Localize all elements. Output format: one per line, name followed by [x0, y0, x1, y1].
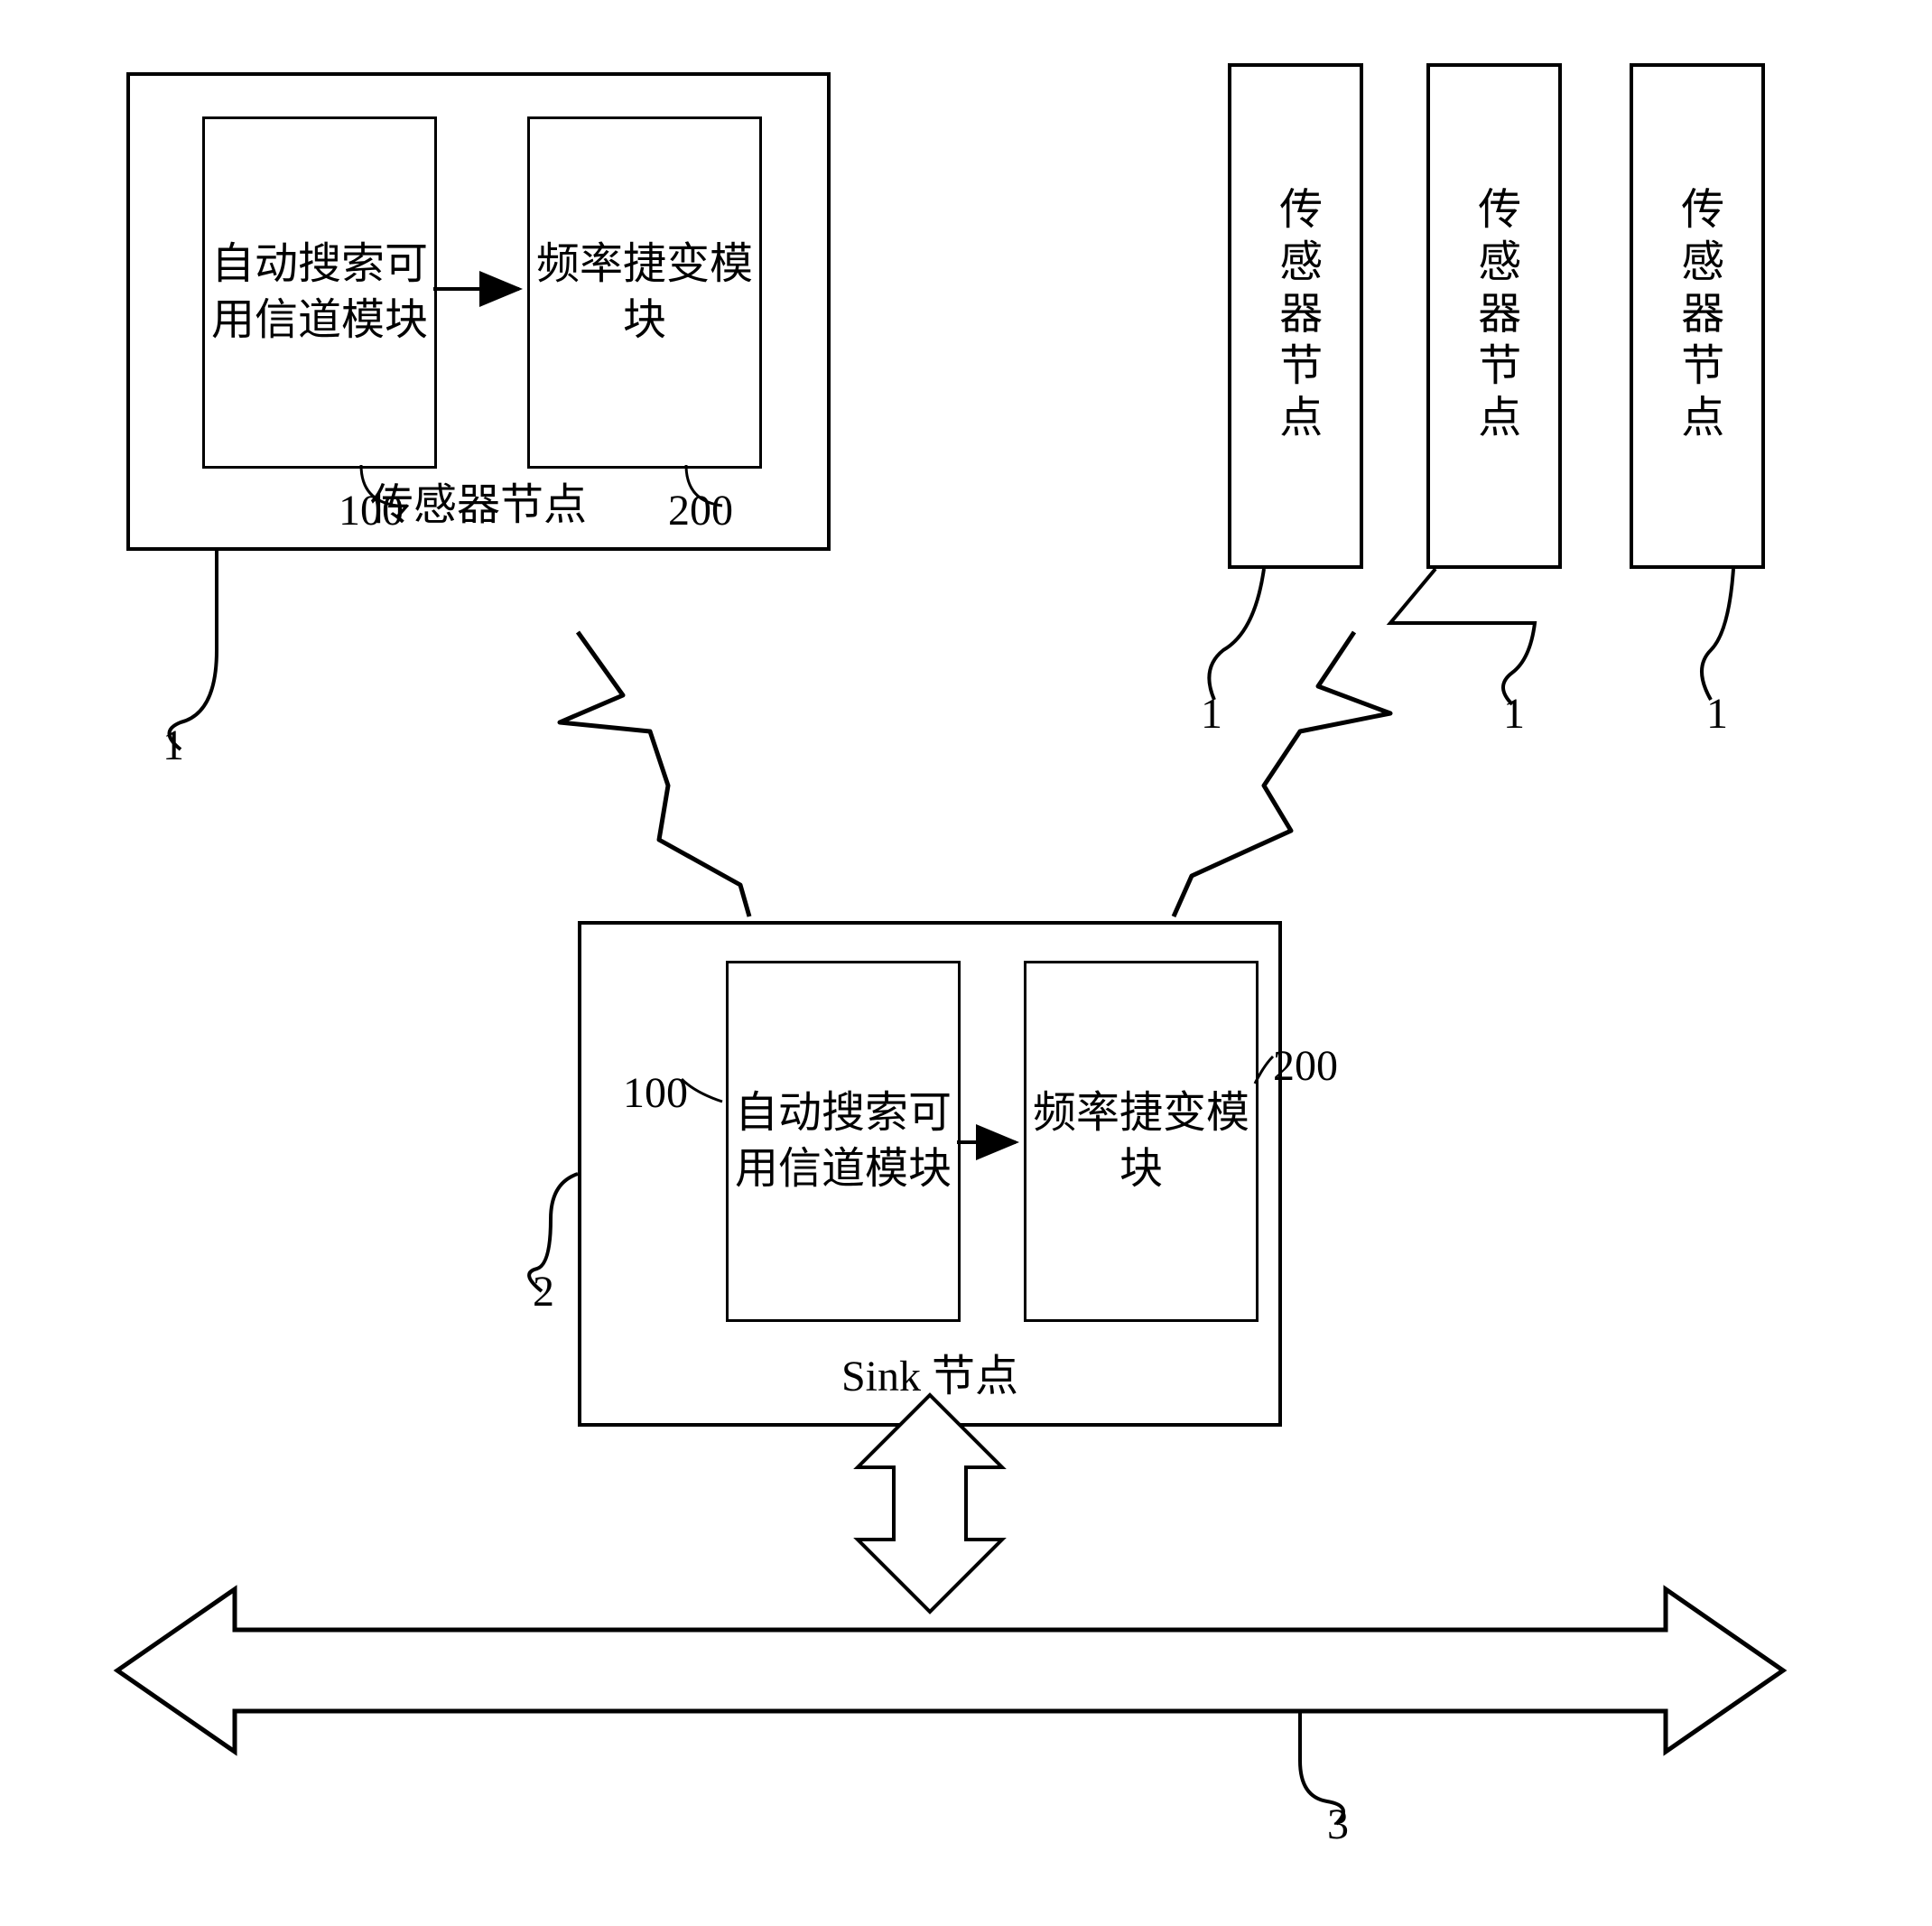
sink-node-caption: Sink 节点: [581, 1349, 1278, 1405]
sensor-node-main: 自动搜索可用信道模块 频率捷变模块 传感器节点: [126, 72, 831, 551]
ref-3-backbone: 3: [1327, 1797, 1349, 1853]
ref-1-small-2: 1: [1503, 686, 1525, 742]
ref-1-main: 1: [163, 718, 184, 774]
sink-module-freq-box: 频率捷变模块: [1024, 961, 1259, 1322]
arrow-sink-to-backbone: [858, 1395, 1002, 1612]
sensor-node-small-1-label: 传感器节点: [1268, 186, 1324, 446]
ref-1-small-1: 1: [1201, 686, 1222, 742]
ref-2-sink: 2: [533, 1264, 554, 1320]
wireless-link-left: [560, 632, 749, 916]
ref-200-top: 200: [668, 483, 733, 539]
sensor-node-small-2: 传感器节点: [1426, 63, 1562, 569]
module-search-box: 自动搜索可用信道模块: [202, 116, 437, 469]
module-freq-box: 频率捷变模块: [527, 116, 762, 469]
ref-100-sink: 100: [623, 1065, 688, 1121]
leader-1-small-2: [1390, 569, 1535, 704]
ref-100-top: 100: [339, 483, 404, 539]
sink-node: 自动搜索可用信道模块 频率捷变模块 Sink 节点: [578, 921, 1282, 1427]
sink-module-search-label: 自动搜索可用信道模块: [729, 1085, 958, 1198]
sink-module-freq-label: 频率捷变模块: [1026, 1085, 1256, 1198]
module-search-label: 自动搜索可用信道模块: [205, 237, 434, 349]
leader-1-small-1: [1209, 569, 1264, 700]
leader-1-small-3: [1702, 569, 1733, 700]
sensor-node-small-1: 传感器节点: [1228, 63, 1363, 569]
ref-200-sink: 200: [1273, 1038, 1338, 1094]
wireless-link-right: [1174, 632, 1390, 916]
module-freq-label: 频率捷变模块: [530, 237, 759, 349]
sensor-node-small-2-label: 传感器节点: [1466, 186, 1522, 446]
ref-1-small-3: 1: [1706, 686, 1728, 742]
sensor-node-small-3-label: 传感器节点: [1669, 186, 1725, 446]
sensor-node-small-3: 传感器节点: [1630, 63, 1765, 569]
diagram-canvas: 自动搜索可用信道模块 频率捷变模块 传感器节点 100 200 1 传感器节点 …: [0, 0, 1932, 1926]
backbone-label: 无线信息主干网: [650, 1648, 1192, 1704]
sink-module-search-box: 自动搜索可用信道模块: [726, 961, 961, 1322]
